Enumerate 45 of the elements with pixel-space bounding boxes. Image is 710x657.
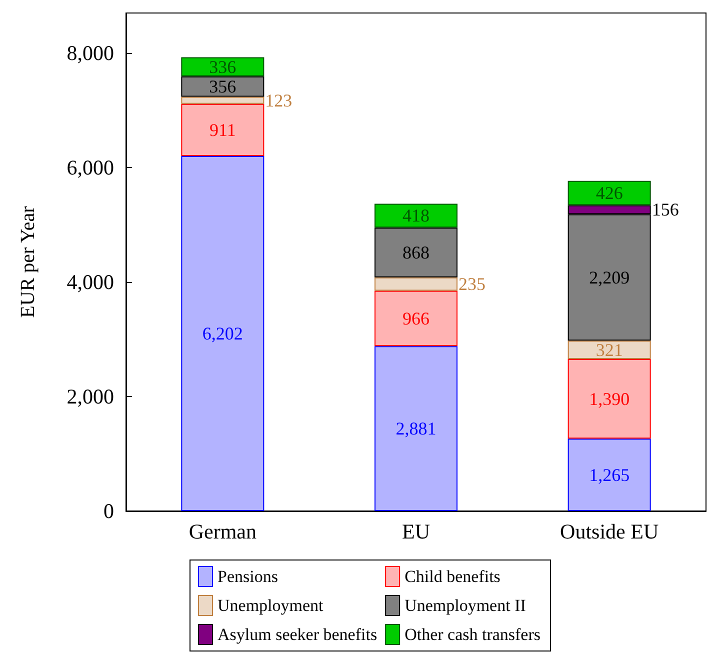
bar xyxy=(568,340,651,360)
data-label: 1,265 xyxy=(589,464,630,485)
x-tick-label: Outside EU xyxy=(560,520,659,544)
bar xyxy=(374,204,458,228)
data-label: 426 xyxy=(596,183,623,204)
x-tick-label: EU xyxy=(402,520,430,544)
data-label: 6,202 xyxy=(202,323,243,344)
data-label: 418 xyxy=(402,206,430,226)
data-label: 356 xyxy=(209,76,236,97)
data-label: 156 xyxy=(652,200,679,220)
legend-label: Asylum seeker benefits xyxy=(218,625,378,644)
y-axis-title: EUR per Year xyxy=(17,206,39,318)
bar xyxy=(181,156,264,511)
bar xyxy=(374,346,458,511)
y-tick-label: 2,000 xyxy=(66,384,114,409)
legend-label: Unemployment xyxy=(218,596,324,615)
x-tick-label: German xyxy=(188,520,257,544)
bar xyxy=(181,96,264,104)
y-tick-label: 8,000 xyxy=(66,41,114,66)
bar xyxy=(568,180,651,206)
data-label: 868 xyxy=(402,242,430,262)
y-tick-label: 0 xyxy=(104,499,114,523)
data-label: 336 xyxy=(209,56,236,77)
y-tick-label: 4,000 xyxy=(66,270,114,294)
data-label: 2,209 xyxy=(589,267,630,288)
bar xyxy=(568,359,651,439)
bar xyxy=(568,438,651,511)
data-label: 1,390 xyxy=(589,388,630,409)
data-label: 235 xyxy=(458,274,486,294)
data-label: 123 xyxy=(265,90,292,110)
bar xyxy=(181,57,264,76)
bar xyxy=(181,104,264,156)
data-label: 966 xyxy=(402,308,430,328)
legend-label: Child benefits xyxy=(404,567,500,586)
bar xyxy=(374,290,458,346)
bar xyxy=(374,277,458,291)
legend-label: Pensions xyxy=(218,567,278,586)
bar xyxy=(181,76,264,97)
data-label: 911 xyxy=(209,120,236,140)
legend-label: Other cash transfers xyxy=(404,625,541,644)
y-tick-label: 6,000 xyxy=(66,156,114,180)
data-label: 2,881 xyxy=(396,418,436,439)
bar xyxy=(374,228,458,278)
data-label: 321 xyxy=(596,340,623,360)
legend-label: Unemployment II xyxy=(404,596,526,615)
